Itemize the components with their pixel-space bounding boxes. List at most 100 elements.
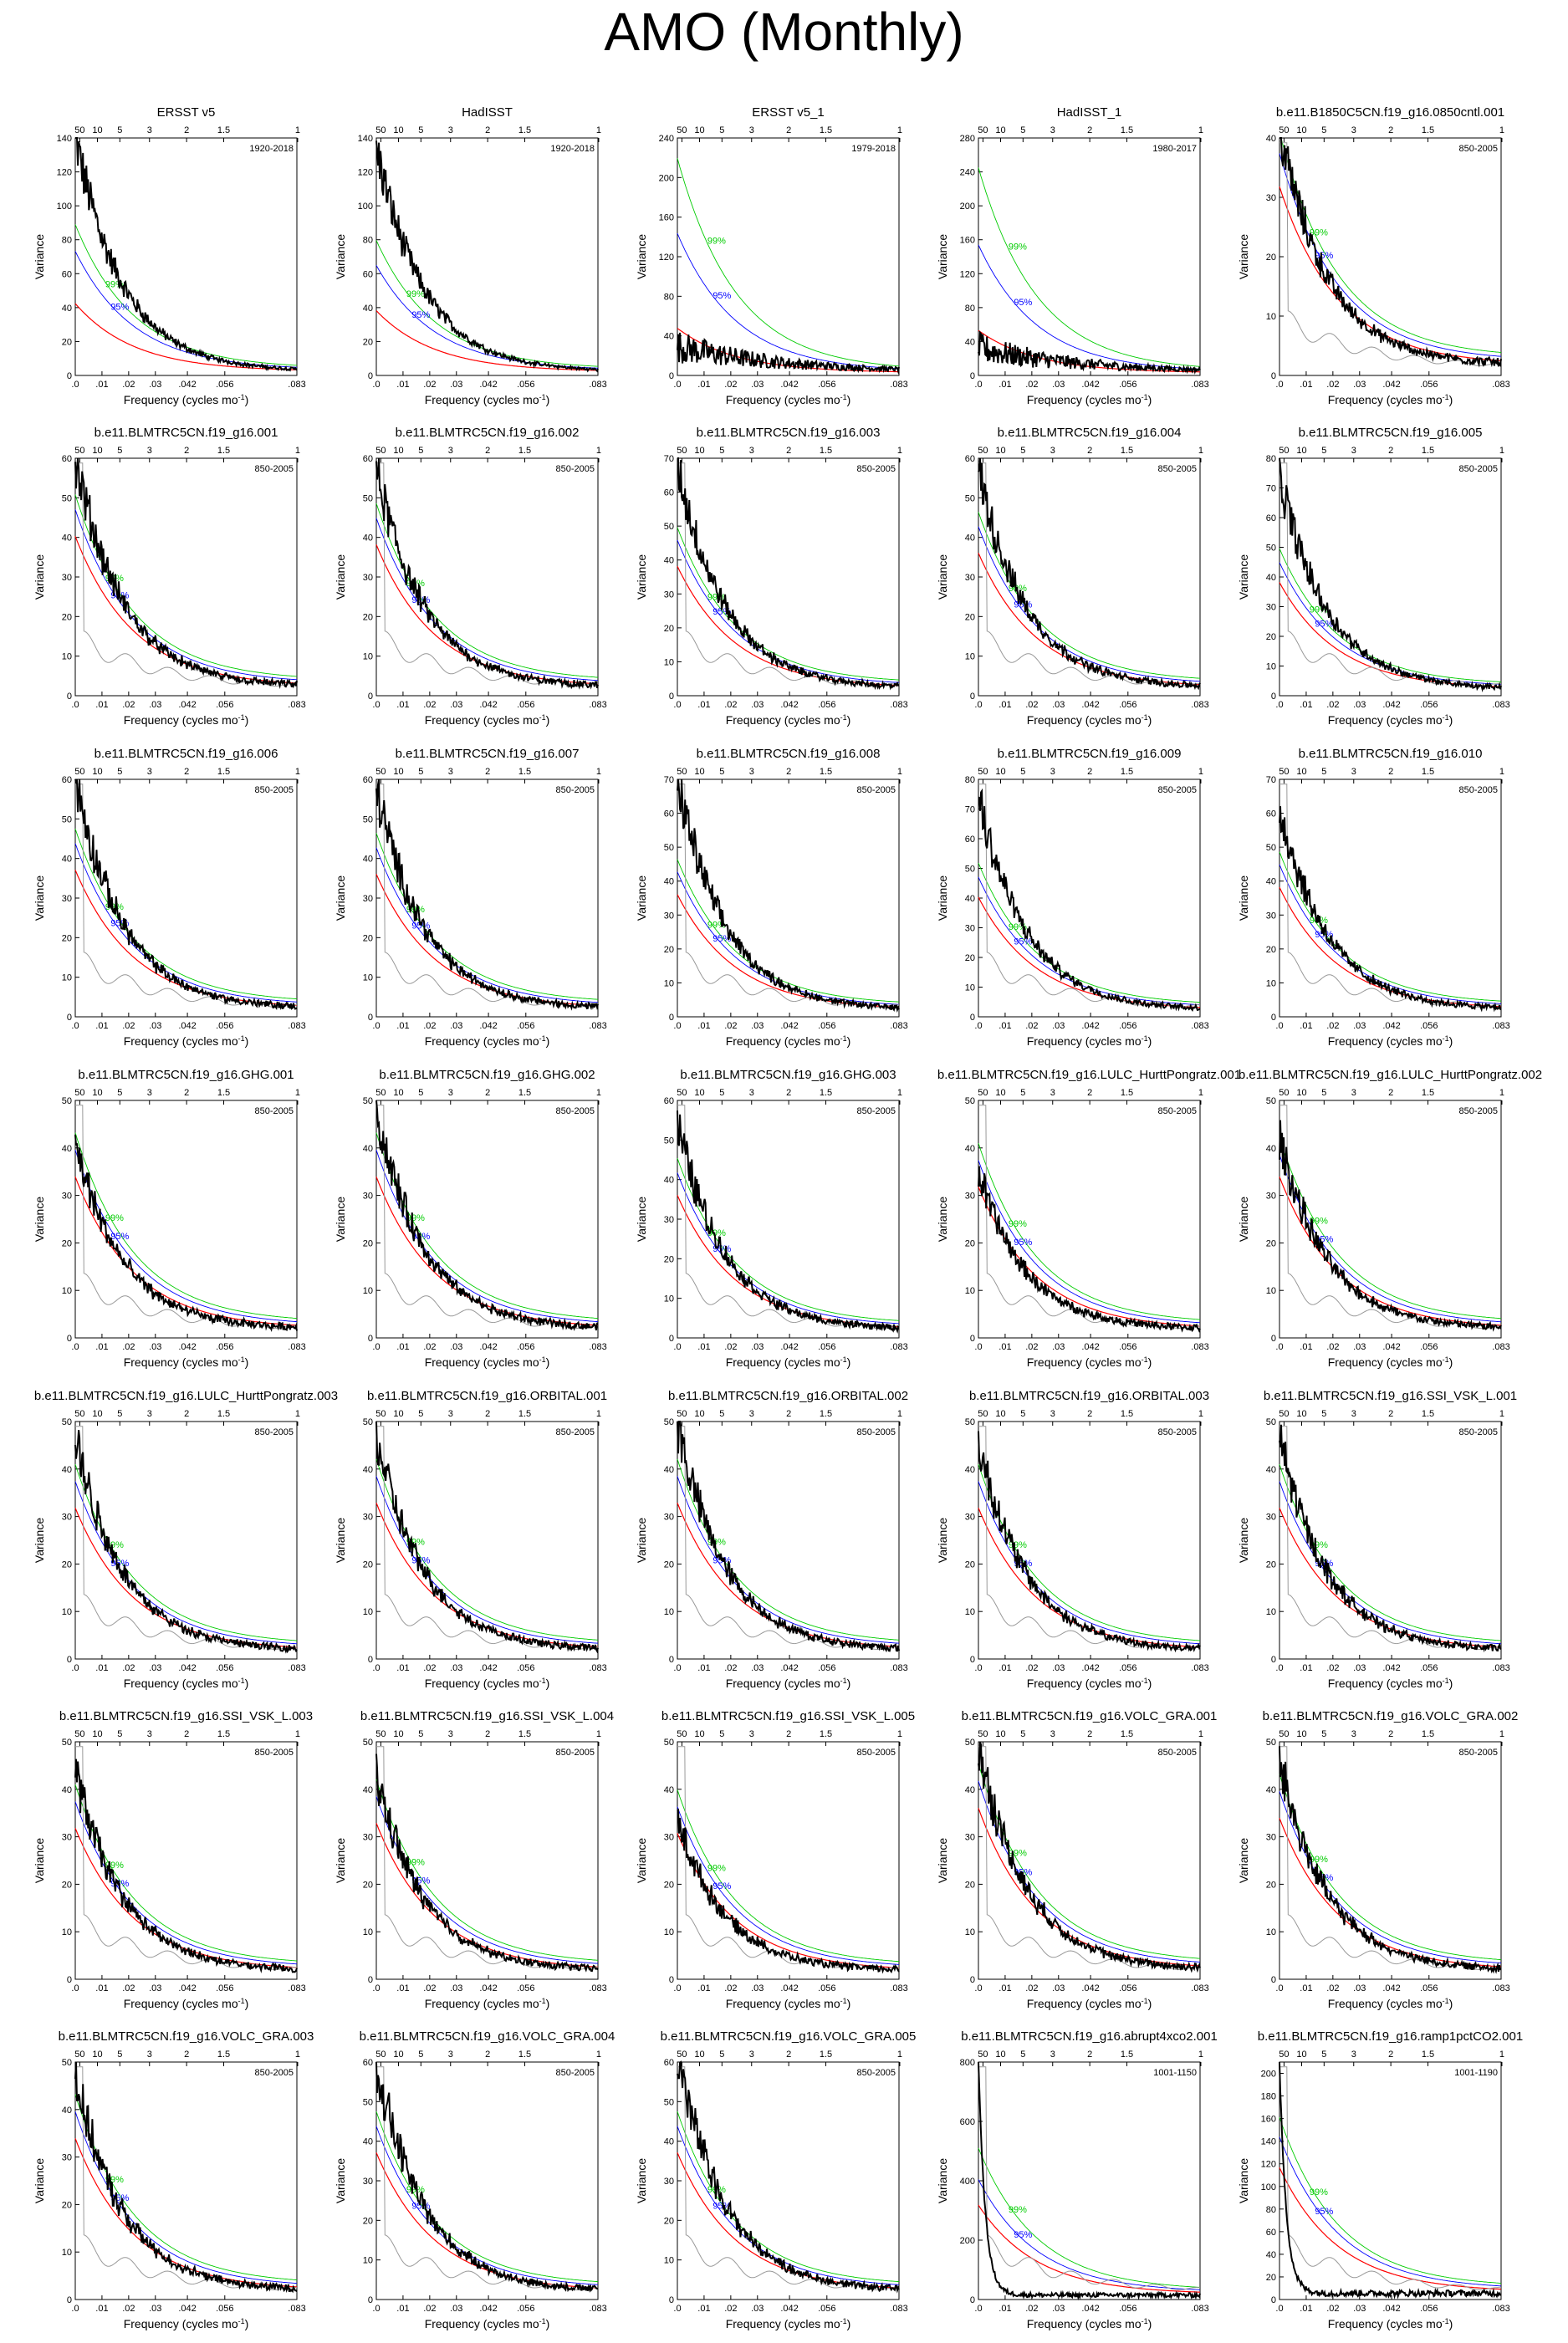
- top-tick-label: 50: [978, 1729, 988, 1739]
- y-axis-label: Variance: [334, 1197, 347, 1242]
- y-tick-label: 600: [960, 2117, 975, 2127]
- top-tick-label: 10: [1296, 1088, 1306, 1098]
- y-tick-label: 120: [659, 253, 674, 263]
- x-tick-label: .083: [1191, 380, 1208, 390]
- spectrum-line: [677, 2060, 900, 2294]
- conf99-curve: [74, 494, 298, 677]
- x-axis-label-sup: -1: [840, 2317, 847, 2325]
- x-tick-label: .042: [1081, 1021, 1099, 1031]
- y-tick-label: 50: [664, 522, 674, 532]
- y-tick-label: 40: [62, 2106, 72, 2116]
- x-axis-label: Frequency (cycles mo-1): [124, 713, 249, 727]
- y-tick-label: 60: [664, 2058, 674, 2068]
- top-tick-label: 10: [393, 2049, 403, 2060]
- plot-frame: [375, 1741, 599, 1980]
- y-tick-label: 50: [62, 2058, 72, 2068]
- x-axis-label: Frequency (cycles mo-1): [726, 1997, 851, 2010]
- x-tick-label: .083: [589, 2304, 606, 2314]
- chart-panel: b.e11.BLMTRC5CN.f19_g16.GHG.003 850-2005 0…: [635, 1068, 908, 1369]
- x-tick-label: .0: [673, 2304, 681, 2314]
- confidence-label: 95%: [110, 1232, 129, 1242]
- x-axis-label: Frequency (cycles mo-1): [1027, 393, 1152, 406]
- y-tick-label: 80: [664, 292, 674, 302]
- y-axis-label: Variance: [1237, 1518, 1250, 1563]
- x-tick-label: .056: [1420, 380, 1438, 390]
- y-tick-label: 10: [664, 978, 674, 988]
- chart-panel: b.e11.BLMTRC5CN.f19_g16.008 850-2005 0 10 20…: [635, 747, 908, 1048]
- x-tick-label: .03: [1052, 1663, 1065, 1673]
- x-tick-label: .0: [673, 700, 681, 710]
- x-tick-label: .01: [999, 380, 1011, 390]
- x-tick-label: .083: [890, 380, 907, 390]
- top-tick-label: 1: [596, 1088, 601, 1098]
- y-axis-label: Variance: [1237, 1197, 1250, 1242]
- top-tick-label: 5: [719, 125, 724, 135]
- confidence-label: 99%: [1009, 2205, 1027, 2215]
- y-tick-label: 50: [664, 2097, 674, 2107]
- top-tick-label: 1.5: [518, 1409, 531, 1419]
- x-tick-label: .042: [1081, 1663, 1099, 1673]
- top-tick-label: 1.5: [518, 125, 531, 135]
- y-tick-label: 20: [62, 933, 72, 943]
- x-tick-label: .056: [1420, 1663, 1438, 1673]
- period-label: 850-2005: [857, 464, 896, 474]
- x-tick-label: .083: [1191, 1663, 1208, 1673]
- y-tick-label: 50: [1266, 544, 1276, 554]
- period-label: 850-2005: [556, 1427, 595, 1437]
- x-tick-label: .01: [95, 2304, 108, 2314]
- conf95-curve: [978, 1780, 1201, 1963]
- x-tick-label: .01: [396, 1983, 409, 1993]
- top-tick-label: 50: [74, 1088, 84, 1098]
- red-noise-curve: [74, 1828, 298, 1968]
- top-tick-label: 50: [677, 2049, 687, 2060]
- confidence-label: 95%: [411, 1555, 430, 1565]
- spectrum-line: [978, 1166, 1201, 1333]
- spectrum-line: [1279, 137, 1502, 368]
- x-tick-label: .083: [890, 1342, 907, 1352]
- chart-panel: b.e11.BLMTRC5CN.f19_g16.007 850-2005 0 10 20…: [334, 747, 607, 1048]
- y-tick-label: 20: [1266, 632, 1276, 642]
- x-tick-label: .03: [1353, 1983, 1366, 1993]
- chart-panel: b.e11.BLMTRC5CN.f19_g16.VOLC_GRA.001 850-…: [936, 1709, 1217, 2010]
- x-tick-label: .042: [780, 1021, 798, 1031]
- y-tick-label: 80: [62, 236, 72, 246]
- confidence-label: 95%: [1315, 620, 1333, 630]
- x-tick-label: .0: [974, 1983, 982, 1993]
- reference-spectrum: [677, 784, 900, 1008]
- x-tick-label: .01: [1300, 1663, 1312, 1673]
- top-tick-label: 2: [786, 125, 791, 135]
- x-tick-label: .056: [216, 1663, 233, 1673]
- y-tick-label: 10: [363, 973, 373, 983]
- x-tick-label: .042: [1382, 1983, 1400, 1993]
- y-tick-label: 10: [1266, 978, 1276, 988]
- panel-title: b.e11.BLMTRC5CN.f19_g16.SSI_VSK_L.001: [1264, 1389, 1517, 1403]
- y-tick-label: 60: [664, 1096, 674, 1106]
- top-tick-label: 3: [147, 767, 152, 777]
- y-tick-label: 40: [1266, 573, 1276, 583]
- spectrum-line: [375, 140, 599, 373]
- y-tick-label: 40: [62, 855, 72, 865]
- spectrum-line: [74, 2062, 298, 2294]
- y-tick-label: 10: [62, 652, 72, 662]
- y-tick-label: 40: [363, 304, 373, 314]
- x-axis-label: Frequency (cycles mo-1): [425, 1677, 550, 1690]
- x-axis-label-end: ): [847, 2317, 851, 2330]
- conf95-curve: [677, 1476, 900, 1644]
- x-axis-label: Frequency (cycles mo-1): [1027, 713, 1152, 727]
- x-tick-label: .0: [71, 1342, 79, 1352]
- chart-panel: b.e11.BLMTRC5CN.f19_g16.006 850-2005 0 10 20…: [33, 747, 306, 1048]
- spectrum-line: [74, 457, 298, 690]
- spectrum-line: [677, 1808, 900, 1974]
- conf99-curve: [978, 1463, 1201, 1641]
- conf99-curve: [978, 1142, 1201, 1320]
- red-noise-curve: [1279, 886, 1502, 1008]
- top-tick-label: 2: [1087, 767, 1092, 777]
- x-tick-label: .042: [178, 2304, 196, 2314]
- top-tick-label: 2: [1388, 2049, 1393, 2060]
- top-tick-label: 2: [1388, 1088, 1393, 1098]
- x-tick-label: .056: [517, 1983, 534, 1993]
- panel-title: b.e11.BLMTRC5CN.f19_g16.ORBITAL.003: [969, 1389, 1209, 1403]
- y-tick-label: 20: [965, 612, 975, 622]
- period-label: 850-2005: [1158, 1106, 1198, 1116]
- y-tick-label: 30: [965, 924, 975, 934]
